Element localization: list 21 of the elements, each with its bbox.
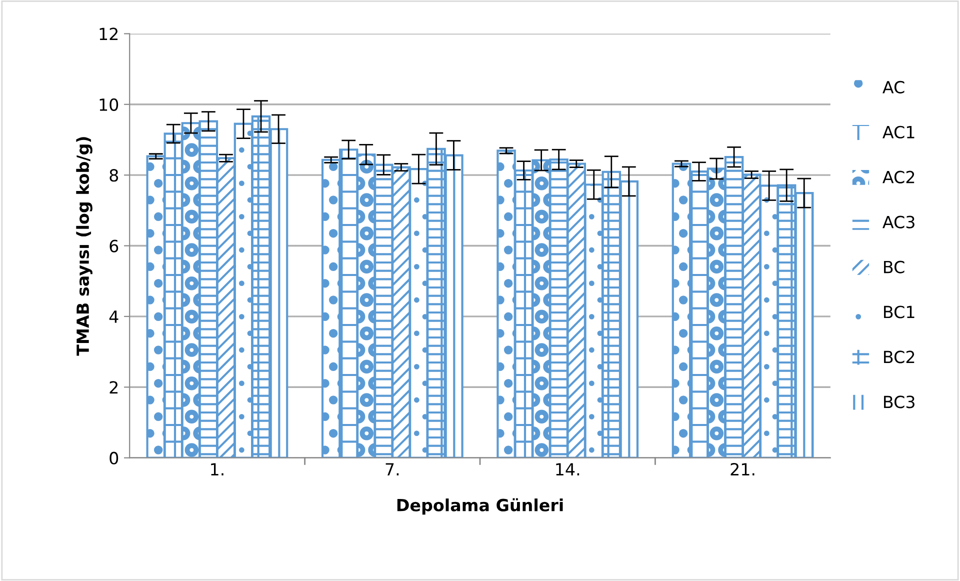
x-tick-label: 14. <box>556 463 580 476</box>
legend-label: AC <box>882 80 904 94</box>
x-tick-label: 7. <box>386 463 399 476</box>
y-tick-label: 10 <box>100 98 118 111</box>
legend-label: BC2 <box>884 350 914 364</box>
legend-label: BC1 <box>884 306 914 318</box>
legend-label: BC3 <box>884 396 914 408</box>
legend-label: AC2 <box>882 170 914 184</box>
y-tick-label: 4 <box>109 310 118 323</box>
x-axis-title: Depolama Günleri <box>397 498 563 515</box>
y-axis-title: TMAB sayısı (log kob/g) <box>76 137 92 356</box>
legend-label: AC1 <box>882 126 914 138</box>
legend-label: AC3 <box>882 216 914 228</box>
y-tick-label: 0 <box>110 452 118 464</box>
x-tick-label: 21. <box>730 462 754 476</box>
x-tick-label: 1. <box>211 463 224 476</box>
y-tick-label: 2 <box>110 381 118 394</box>
y-tick-label: 8 <box>110 169 118 182</box>
y-tick-label: 6 <box>110 240 118 252</box>
legend-label: BC <box>884 260 904 274</box>
y-tick-label: 12 <box>100 28 118 40</box>
